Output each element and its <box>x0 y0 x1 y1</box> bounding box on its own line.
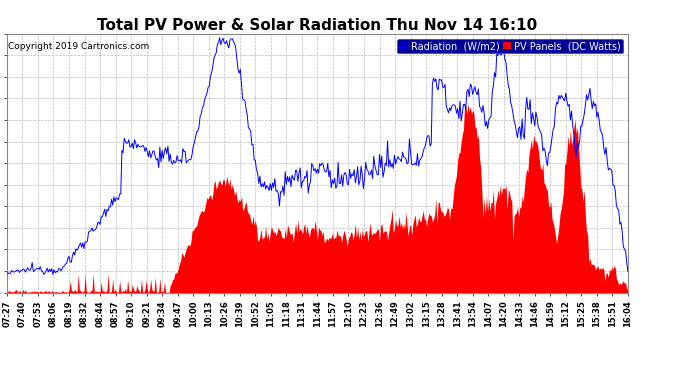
Legend: Radiation  (W/m2), PV Panels  (DC Watts): Radiation (W/m2), PV Panels (DC Watts) <box>397 39 623 54</box>
Title: Total PV Power & Solar Radiation Thu Nov 14 16:10: Total PV Power & Solar Radiation Thu Nov… <box>97 18 538 33</box>
Text: Copyright 2019 Cartronics.com: Copyright 2019 Cartronics.com <box>8 42 150 51</box>
